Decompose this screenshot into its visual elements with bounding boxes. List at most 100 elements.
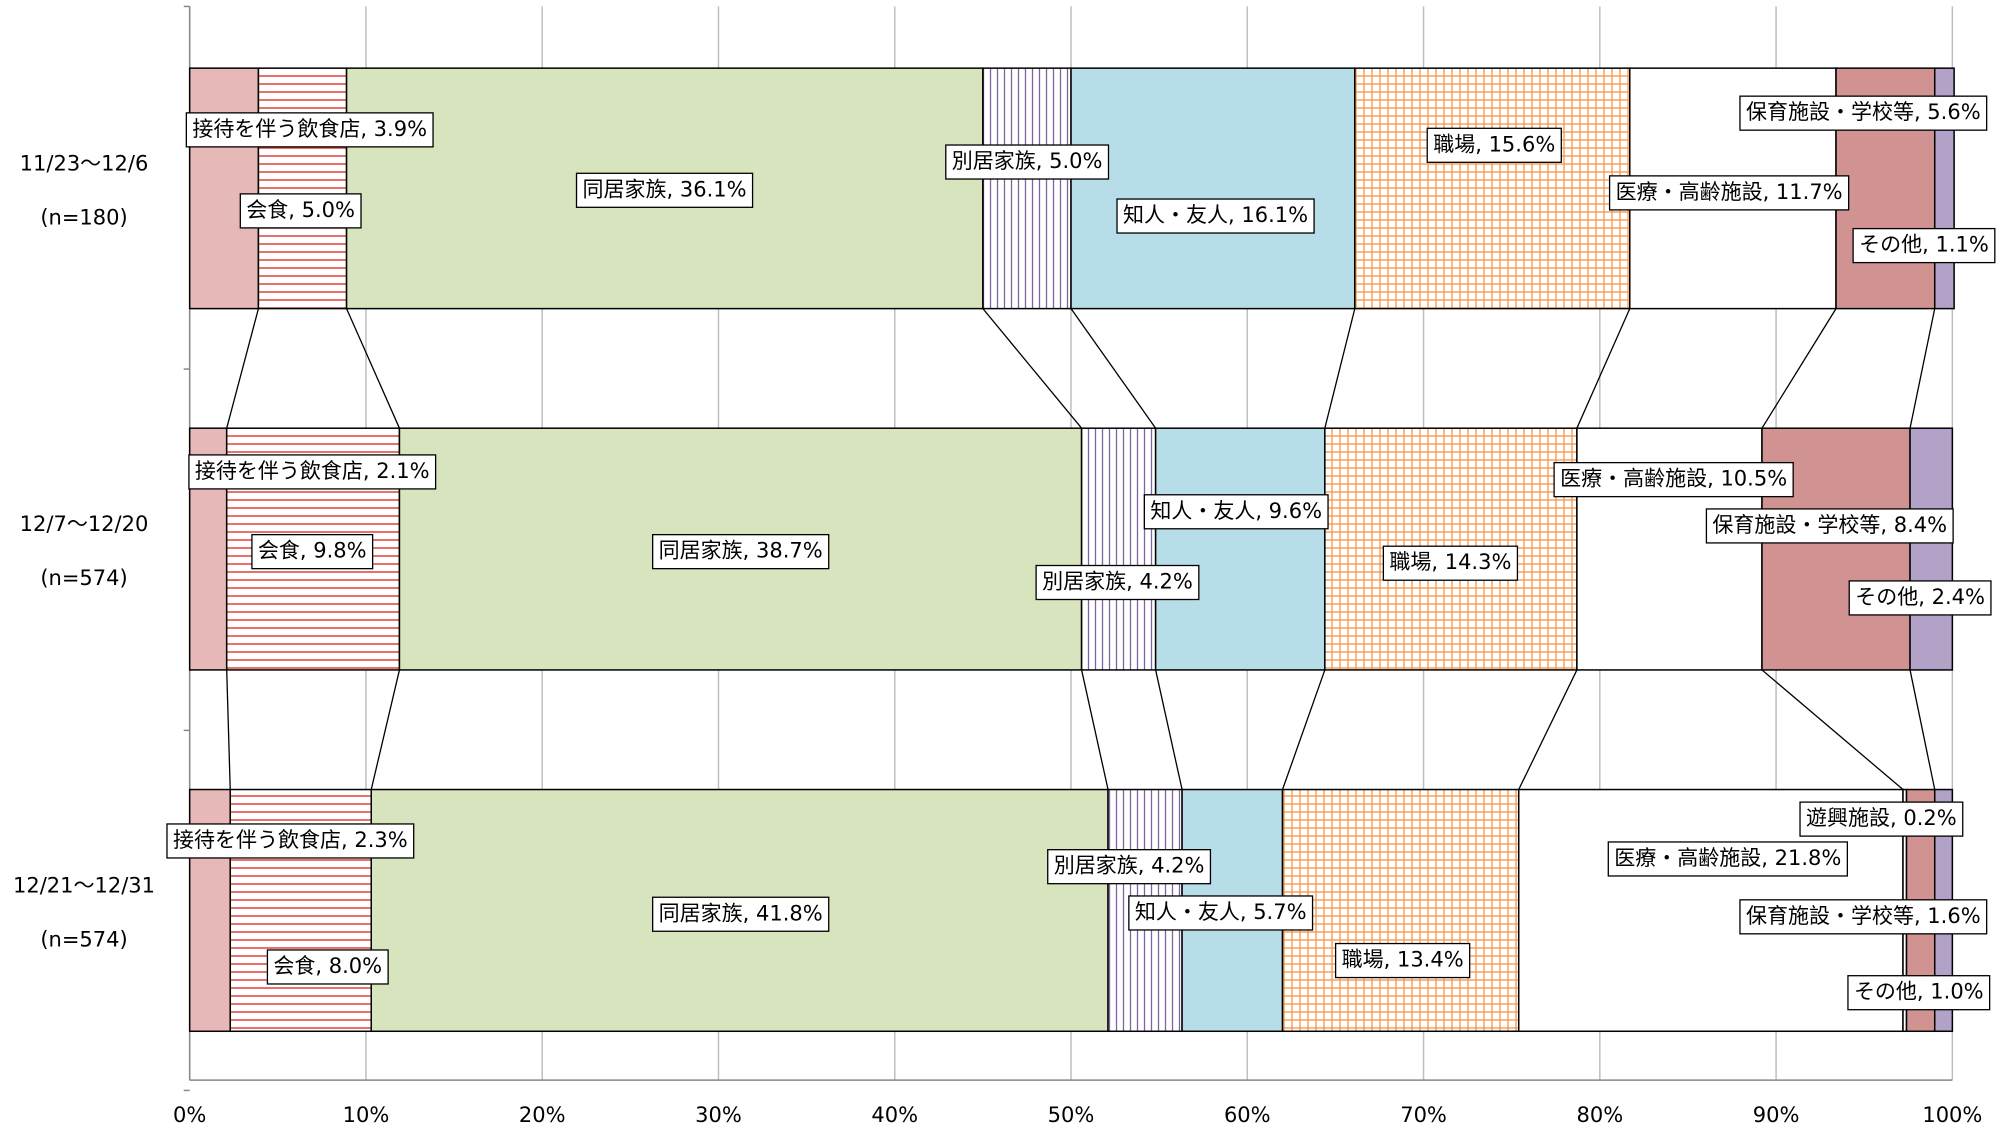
data-label: 職場, 15.6%	[1426, 127, 1562, 163]
bar-segment	[1154, 427, 1326, 671]
bar-segment	[257, 67, 348, 310]
data-label: 別居家族, 4.2%	[1047, 849, 1212, 885]
data-label: 会食, 5.0%	[239, 193, 362, 229]
data-label-text: 別居家族, 4.2%	[1042, 570, 1193, 594]
data-label-text: 別居家族, 5.0%	[952, 149, 1103, 173]
data-label: 接待を伴う飲食店, 2.3%	[166, 823, 415, 859]
bar-segment	[1070, 67, 1356, 310]
x-tick-label: 70%	[1400, 1103, 1447, 1127]
bar-segment	[188, 67, 260, 310]
bar-segment	[1281, 788, 1520, 1033]
data-label-box	[1608, 175, 1850, 211]
connector-line	[1070, 308, 1157, 429]
connector-line	[1518, 669, 1578, 790]
data-label-box	[1852, 227, 1996, 264]
data-label-box	[1128, 895, 1314, 931]
data-label-text: 職場, 14.3%	[1389, 550, 1511, 574]
data-label-text: 知人・友人, 5.7%	[1135, 900, 1307, 924]
data-label-box	[185, 112, 434, 148]
data-label-box	[1739, 95, 1988, 131]
connector-line	[1909, 669, 1936, 790]
data-label-box	[251, 533, 374, 570]
sample-size-label: (n=574)	[40, 566, 127, 590]
data-label-text: 職場, 15.6%	[1433, 132, 1555, 156]
data-label-text: その他, 1.1%	[1859, 233, 1989, 257]
data-label: 知人・友人, 16.1%	[1116, 198, 1315, 234]
connector-line	[1154, 669, 1183, 790]
data-label-text: 会食, 5.0%	[246, 198, 355, 222]
data-label-box	[1799, 801, 1964, 837]
data-label-box	[575, 172, 754, 208]
data-label-box	[1553, 461, 1794, 498]
x-tick-label: 60%	[1224, 1103, 1271, 1127]
data-label-box	[1382, 545, 1519, 581]
data-label-text: 遊興施設, 0.2%	[1806, 806, 1957, 830]
connector-line	[1909, 308, 1936, 429]
category-label: 12/21～12/31	[13, 873, 155, 897]
bar-segment	[1354, 67, 1631, 310]
data-label-box	[1047, 849, 1212, 885]
data-label-box	[166, 823, 415, 859]
category-label: 12/7～12/20	[20, 512, 149, 536]
connector-line	[370, 669, 401, 790]
data-label-text: 職場, 13.4%	[1342, 948, 1464, 972]
data-label: 医療・高齢施設, 21.8%	[1607, 841, 1849, 877]
connector-line	[982, 308, 1083, 429]
connector-line	[226, 308, 260, 429]
data-label: 保育施設・学校等, 1.6%	[1739, 899, 1988, 935]
x-tick-label: 0%	[173, 1103, 206, 1127]
data-label-box	[651, 533, 830, 570]
data-label: 会食, 9.8%	[251, 533, 374, 570]
data-label-text: 同居家族, 36.1%	[583, 177, 747, 201]
data-label-text: 保育施設・学校等, 5.6%	[1746, 100, 1981, 124]
connector-line	[1281, 669, 1326, 790]
data-label-text: 知人・友人, 16.1%	[1123, 203, 1308, 227]
x-tick-label: 80%	[1576, 1103, 1623, 1127]
connector-line	[1080, 669, 1109, 790]
data-label: 同居家族, 38.7%	[651, 533, 830, 570]
x-tick-label: 20%	[519, 1103, 566, 1127]
connector-line	[226, 669, 231, 790]
data-label: 遊興施設, 0.2%	[1799, 801, 1964, 837]
data-label-text: その他, 1.0%	[1854, 980, 1984, 1004]
data-label: 保育施設・学校等, 5.6%	[1739, 95, 1988, 131]
data-label: 職場, 13.4%	[1334, 942, 1471, 979]
data-label-box	[651, 896, 830, 932]
data-label-text: 会食, 9.8%	[258, 539, 367, 563]
data-label: 医療・高齢施設, 10.5%	[1553, 461, 1794, 498]
data-label: 知人・友人, 9.6%	[1143, 494, 1329, 530]
data-label: 同居家族, 36.1%	[575, 172, 754, 208]
data-label: 会食, 8.0%	[266, 949, 389, 985]
bar-segment	[1909, 427, 1954, 671]
data-label-box	[1426, 127, 1562, 163]
data-label-box	[188, 454, 437, 490]
data-label: 同居家族, 41.8%	[651, 896, 830, 932]
data-label-box	[1143, 494, 1329, 530]
data-label: 保育施設・学校等, 8.4%	[1705, 508, 1954, 544]
connector-line	[1761, 669, 1904, 791]
bar-segment	[982, 67, 1072, 310]
data-label-text: 接待を伴う飲食店, 2.1%	[195, 459, 430, 483]
x-tick-label: 100%	[1922, 1103, 1982, 1127]
data-label-text: 知人・友人, 9.6%	[1150, 499, 1322, 523]
data-label-box	[1847, 975, 1991, 1011]
data-label-text: 接待を伴う飲食店, 2.3%	[173, 828, 408, 852]
data-label-text: 保育施設・学校等, 1.6%	[1746, 904, 1981, 928]
data-label-box	[1739, 899, 1988, 935]
data-label-box	[1334, 942, 1471, 979]
data-label-text: 同居家族, 41.8%	[659, 901, 823, 925]
data-label-text: 別居家族, 4.2%	[1054, 854, 1205, 878]
data-label: その他, 1.0%	[1847, 975, 1991, 1011]
data-label: 接待を伴う飲食店, 3.9%	[185, 112, 434, 148]
sample-size-label: (n=574)	[40, 927, 127, 951]
connector-line	[1761, 308, 1837, 429]
data-label: 職場, 14.3%	[1382, 545, 1519, 581]
data-label-box	[1035, 564, 1200, 601]
data-label-text: 接待を伴う飲食店, 3.9%	[192, 117, 427, 141]
data-label: 接待を伴う飲食店, 2.1%	[188, 454, 437, 490]
bar-segment	[1080, 427, 1157, 671]
x-tick-label: 30%	[695, 1103, 742, 1127]
data-label: その他, 2.4%	[1848, 580, 1992, 616]
data-label: 別居家族, 4.2%	[1035, 564, 1200, 601]
